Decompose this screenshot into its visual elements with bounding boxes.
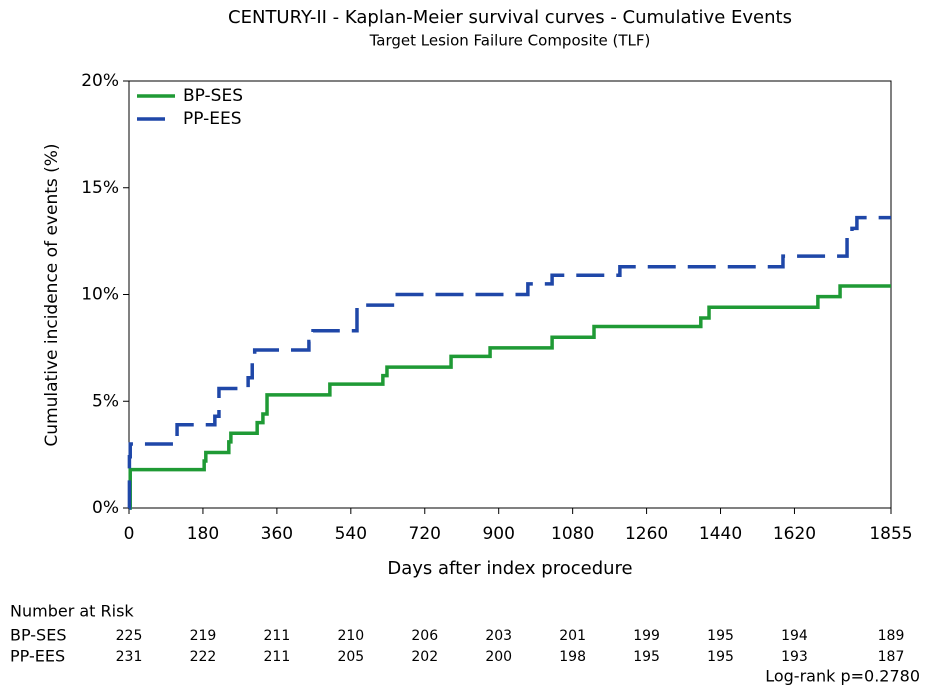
at-risk-value: 203 (485, 628, 512, 644)
x-axis-label: Days after index procedure (387, 558, 632, 579)
y-axis-label: Cumulative incidence of events (%) (42, 143, 62, 446)
at-risk-value: 189 (878, 628, 905, 644)
annotation: Log-rank p=0.2780 (765, 667, 920, 686)
x-tick-label: 180 (187, 524, 219, 544)
x-tick-label: 540 (335, 524, 367, 544)
at-risk-value: 225 (116, 628, 143, 644)
at-risk-row-label: BP-SES (10, 626, 66, 645)
y-tick-label: 5% (92, 391, 119, 411)
x-tick-label: 1620 (773, 524, 816, 544)
chart-subtitle: Target Lesion Failure Composite (TLF) (369, 32, 651, 50)
legend-label: BP-SES (183, 86, 243, 106)
legend-label: PP-EES (183, 109, 242, 129)
series-line (127, 215, 891, 510)
y-tick-label: 10% (81, 285, 119, 305)
y-tick-label: 15% (81, 178, 119, 198)
at-risk-value: 199 (633, 628, 660, 644)
chart-title: CENTURY-II - Kaplan-Meier survival curve… (228, 7, 792, 28)
at-risk-value: 202 (411, 649, 438, 665)
at-risk-value: 205 (337, 649, 364, 665)
x-tick-label: 1260 (625, 524, 668, 544)
x-tick-label: 360 (261, 524, 293, 544)
at-risk-value: 193 (781, 649, 808, 665)
x-tick-label: 0 (124, 524, 135, 544)
x-tick-label: 720 (409, 524, 441, 544)
at-risk-value: 231 (116, 649, 143, 665)
x-tick-label: 1855 (869, 524, 912, 544)
at-risk-value: 187 (878, 649, 905, 665)
x-tick-label: 1440 (699, 524, 742, 544)
x-tick-label: 900 (482, 524, 514, 544)
y-tick-label: 20% (81, 71, 119, 91)
at-risk-value: 195 (707, 649, 734, 665)
at-risk-value: 194 (781, 628, 808, 644)
at-risk-value: 206 (411, 628, 438, 644)
at-risk-value: 201 (559, 628, 586, 644)
at-risk-value: 195 (707, 628, 734, 644)
at-risk-value: 222 (190, 649, 217, 665)
series-line (128, 284, 891, 510)
at-risk-value: 195 (633, 649, 660, 665)
at-risk-value: 198 (559, 649, 586, 665)
at-risk-value: 211 (264, 628, 291, 644)
at-risk-title: Number at Risk (10, 602, 134, 621)
at-risk-value: 219 (190, 628, 217, 644)
x-tick-label: 1080 (551, 524, 594, 544)
at-risk-value: 211 (264, 649, 291, 665)
at-risk-value: 200 (485, 649, 512, 665)
plot-frame (128, 80, 892, 509)
at-risk-value: 210 (337, 628, 364, 644)
y-tick-label: 0% (92, 498, 119, 518)
at-risk-row-label: PP-EES (10, 647, 65, 666)
